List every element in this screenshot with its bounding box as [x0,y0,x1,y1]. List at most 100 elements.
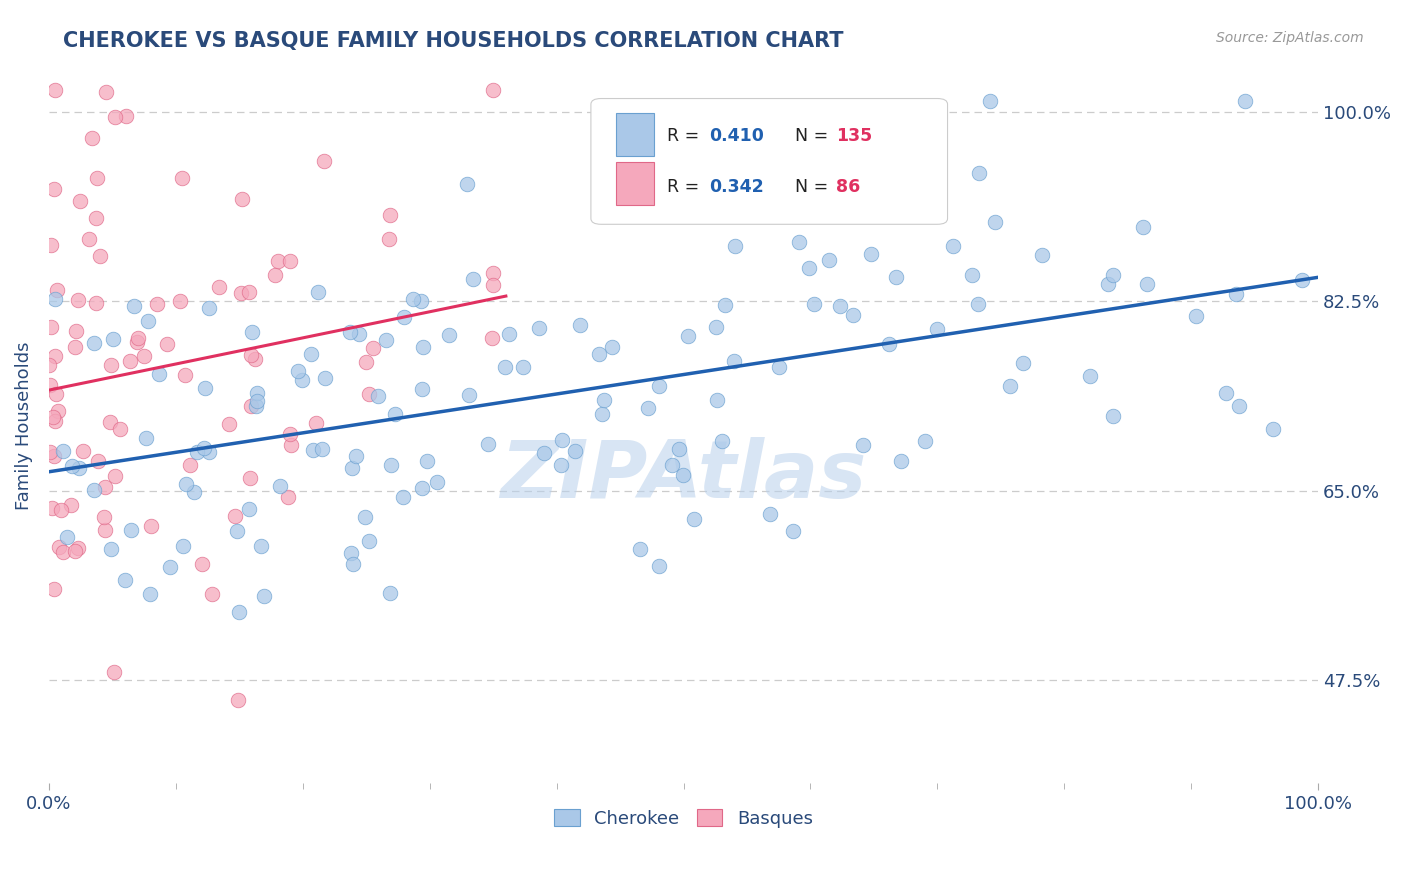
Point [342,558,364,572]
Point [375,333,398,347]
Point [830,299,852,313]
Point [238,285,260,299]
Bar [616,162,654,205]
Point [307,285,329,300]
Point [159,560,181,574]
Point [226,693,249,707]
Point [42,410,65,425]
Point [124,299,146,313]
Point [877,337,900,351]
Point [593,393,616,408]
Point [588,347,610,361]
Point [120,523,142,537]
Point [125,335,148,350]
Point [291,373,314,387]
Point [411,382,433,396]
Point [278,254,301,268]
Point [194,381,217,395]
Point [884,269,907,284]
Point [263,268,285,282]
Point [146,296,169,310]
Point [267,253,290,268]
Point [998,379,1021,393]
Point [83,483,105,498]
Point [401,292,423,306]
Point [481,330,503,344]
Point [239,471,262,485]
Point [179,458,201,473]
Point [647,559,669,574]
Point [457,388,479,402]
Point [411,481,433,495]
Point [482,277,505,292]
Point [38,358,60,372]
Point [482,266,505,280]
Point [723,354,745,368]
Point [52,444,75,458]
Point [201,587,224,601]
Point [86,454,108,468]
Point [591,407,613,421]
Point [704,319,727,334]
Point [138,314,160,328]
Text: 0.410: 0.410 [709,128,763,145]
Point [269,478,291,492]
Point [1102,268,1125,283]
Point [550,458,572,473]
Point [98,415,121,429]
Point [380,458,402,473]
Point [426,475,449,490]
Point [69,194,91,208]
Point [45,387,67,401]
Point [38,377,60,392]
Point [668,442,690,456]
Point [77,232,100,246]
Text: 0.342: 0.342 [709,178,763,195]
Point [44,83,66,97]
Point [301,442,323,457]
Point [44,292,66,306]
Point [104,469,127,483]
Point [46,404,69,418]
Point [84,211,107,226]
Point [197,444,219,458]
Text: CHEROKEE VS BASQUE FAMILY HOUSEHOLDS CORRELATION CHART: CHEROKEE VS BASQUE FAMILY HOUSEHOLDS COR… [63,31,844,51]
Point [1215,385,1237,400]
Point [713,298,735,312]
Point [51,503,73,517]
Point [93,510,115,524]
Point [966,296,988,310]
Point [842,308,865,322]
Point [803,296,825,310]
Point [852,438,875,452]
Point [797,261,820,276]
Point [103,665,125,680]
Point [942,239,965,253]
Point [353,510,375,524]
Point [661,458,683,472]
Point [349,326,371,341]
Point [782,524,804,538]
Point [183,484,205,499]
Point [80,130,103,145]
Point [342,461,364,475]
Point [253,589,276,603]
Point [1225,286,1247,301]
Point [139,587,162,601]
Point [1012,356,1035,370]
Point [768,360,790,375]
Point [278,426,301,441]
Point [148,368,170,382]
Point [238,502,260,516]
Point [41,501,63,516]
Point [1132,220,1154,235]
Point [340,546,363,560]
Point [758,507,780,521]
Point [1078,369,1101,384]
Point [60,498,83,512]
Point [48,540,70,554]
Point [671,468,693,483]
Point [391,491,413,505]
Point [439,327,461,342]
Point [172,171,194,186]
